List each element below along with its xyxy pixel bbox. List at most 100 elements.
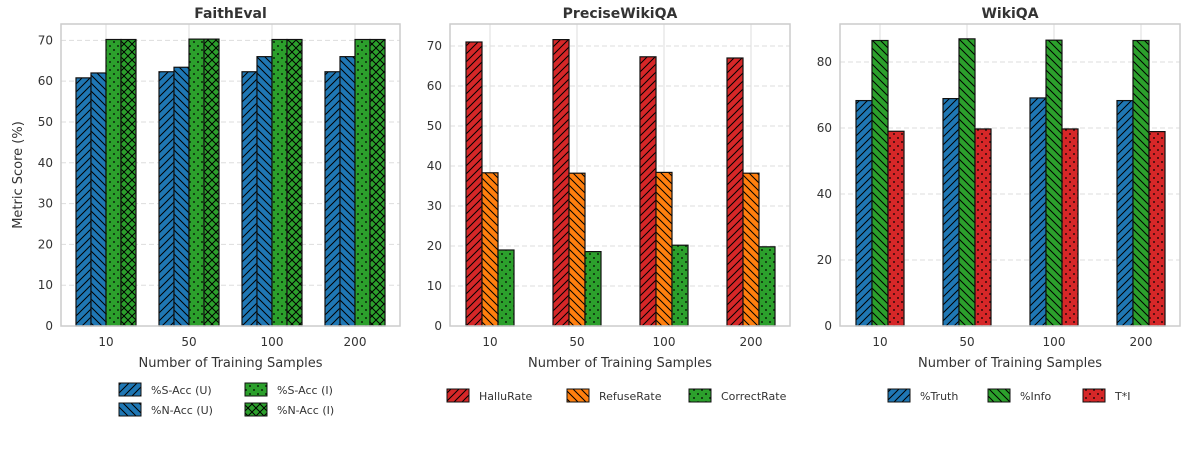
y-tick-label: 60: [817, 121, 832, 135]
bar-%S-Acc (U): [158, 71, 175, 327]
x-axis-label: Number of Training Samples: [139, 356, 323, 371]
y-tick-label: 40: [38, 156, 53, 170]
bar-%S-Acc (I): [354, 38, 371, 327]
legend-label: RefuseRate: [599, 390, 662, 403]
bar-T*I: [974, 128, 992, 327]
bar-%Info: [871, 39, 889, 327]
x-tick-label: 200: [344, 335, 367, 349]
bar-%Truth: [942, 97, 960, 327]
bar-%N-Acc (I): [120, 38, 137, 327]
bar-HalluRate: [465, 41, 483, 327]
bar-%Truth: [1029, 97, 1047, 327]
legend-swatch: [1082, 388, 1106, 403]
legend-swatch: [118, 402, 142, 417]
y-tick-label: 70: [38, 33, 53, 47]
y-tick-label: 80: [817, 55, 832, 69]
legend-label: %N-Acc (U): [151, 404, 213, 417]
y-tick-label: 70: [427, 39, 442, 53]
bar-%Truth: [1116, 99, 1134, 327]
bar-%S-Acc (I): [271, 38, 288, 327]
bar-%S-Acc (U): [241, 71, 258, 327]
bar-%N-Acc (I): [369, 38, 386, 327]
chart-panel-0: 0 10 20 30 40 50 60 70 10 50 100 200 FaithEval Number…: [11, 6, 401, 417]
y-tick-label: 10: [38, 278, 53, 292]
y-tick-label: 0: [45, 319, 53, 333]
axes-frame: [839, 23, 1181, 327]
x-tick-label: 50: [959, 335, 974, 349]
bar-%Info: [1045, 39, 1063, 327]
x-tick-label: 50: [181, 335, 196, 349]
bar-%Truth: [855, 99, 873, 327]
bar-CorrectRate: [758, 246, 776, 327]
chart-panel-2: 0 20 40 60 80 10 50 100 200 WikiQA Number of Train…: [817, 6, 1181, 403]
legend-swatch: [688, 388, 712, 403]
bar-%S-Acc (I): [105, 38, 122, 327]
bar-CorrectRate: [497, 249, 515, 327]
y-tick-label: 60: [38, 74, 53, 88]
x-tick-label: 10: [872, 335, 887, 349]
legend: %Truth %Info T*I: [887, 388, 1130, 403]
bar-%N-Acc (I): [286, 38, 303, 327]
legend-swatch: [887, 388, 911, 403]
bar-T*I: [1148, 130, 1166, 327]
y-tick-label: 0: [824, 319, 832, 333]
y-tick-label: 60: [427, 79, 442, 93]
y-tick-label: 30: [427, 199, 442, 213]
bar-%S-Acc (U): [75, 77, 92, 327]
legend-label: %S-Acc (I): [277, 384, 333, 397]
y-tick-label: 10: [427, 279, 442, 293]
legend-label: HalluRate: [479, 390, 533, 403]
bar-%Info: [1132, 39, 1150, 327]
y-tick-label: 20: [817, 253, 832, 267]
chart-title: FaithEval: [194, 6, 267, 22]
y-tick-label: 50: [38, 115, 53, 129]
y-tick-label: 40: [427, 159, 442, 173]
x-axis-label: Number of Training Samples: [528, 356, 712, 371]
bar-CorrectRate: [584, 251, 602, 327]
bar-%N-Acc (U): [339, 56, 356, 327]
bar-HalluRate: [726, 57, 744, 327]
legend-label: %N-Acc (I): [277, 404, 334, 417]
legend-swatch: [244, 382, 268, 397]
y-tick-label: 20: [427, 239, 442, 253]
x-tick-label: 50: [569, 335, 584, 349]
bar-%S-Acc (I): [188, 38, 205, 327]
bar-%Info: [958, 38, 976, 327]
legend-swatch: [566, 388, 590, 403]
bar-HalluRate: [639, 56, 657, 327]
bar-RefuseRate: [568, 172, 586, 327]
legend-swatch: [118, 382, 142, 397]
y-tick-label: 40: [817, 187, 832, 201]
bar-HalluRate: [552, 38, 570, 327]
bar-T*I: [887, 130, 905, 327]
bar-RefuseRate: [655, 171, 673, 327]
axes-frame: [60, 23, 401, 327]
legend-label: %Truth: [920, 390, 958, 403]
axes-frame: [449, 23, 791, 327]
bar-%S-Acc (U): [324, 71, 341, 327]
bar-%N-Acc (U): [90, 72, 107, 327]
bar-%N-Acc (I): [203, 38, 220, 327]
chart-title: WikiQA: [981, 6, 1038, 22]
x-tick-label: 10: [482, 335, 497, 349]
x-axis-label: Number of Training Samples: [918, 356, 1102, 371]
y-tick-label: 0: [434, 319, 442, 333]
x-tick-label: 100: [261, 335, 284, 349]
legend-swatch: [987, 388, 1011, 403]
legend-label: T*I: [1114, 390, 1130, 403]
bar-RefuseRate: [742, 172, 760, 327]
x-tick-label: 200: [740, 335, 763, 349]
x-tick-label: 100: [653, 335, 676, 349]
bar-CorrectRate: [671, 244, 689, 327]
x-tick-label: 200: [1130, 335, 1153, 349]
legend-swatch: [244, 402, 268, 417]
legend-label: %Info: [1020, 390, 1052, 403]
legend-swatch: [446, 388, 470, 403]
legend: HalluRate RefuseRate CorrectRate: [446, 388, 787, 403]
bar-T*I: [1061, 128, 1079, 327]
chart-title: PreciseWikiQA: [563, 6, 678, 22]
y-axis-label: Metric Score (%): [11, 121, 26, 229]
x-tick-label: 100: [1043, 335, 1066, 349]
bar-%N-Acc (U): [173, 66, 190, 327]
